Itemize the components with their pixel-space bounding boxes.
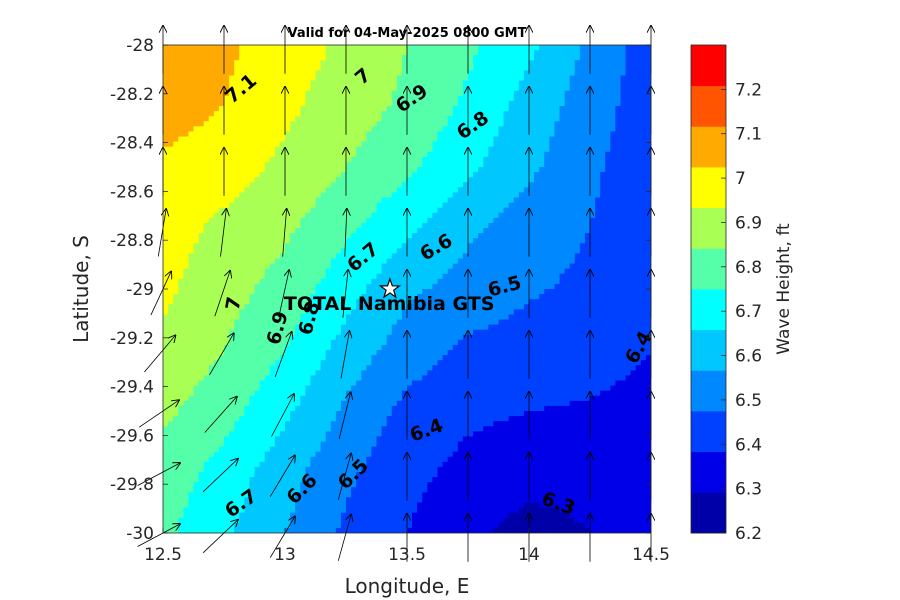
station-star-icon — [378, 277, 402, 299]
x-tick-label: 13 — [274, 545, 296, 565]
station-label: TOTAL Namibia GTS — [284, 293, 495, 315]
colorbar-tick-label: 7 — [735, 169, 746, 189]
plot-area: 7.1 76.96.86.7 6.66.56.476.9 6.86.46.7 6.6 6.… — [137, 26, 657, 562]
wave-arrow — [214, 271, 230, 317]
colorbar-swatch — [691, 45, 726, 87]
wave-arrow — [137, 524, 180, 547]
wave-arrow — [340, 331, 349, 379]
colorbar: 6.2 6.3 6.4 6.5 6.6 6.7 6.8 6.9 7 7.1 7.2 — [690, 44, 762, 544]
y-tick-label: -28 — [126, 36, 154, 56]
wave-arrow — [342, 270, 348, 318]
wave-arrow — [278, 270, 289, 318]
contour-fill — [163, 45, 651, 533]
colorbar-label: Wave Height, ft — [774, 223, 794, 355]
colorbar-tick-label: 7.1 — [735, 125, 762, 145]
wave-arrow — [209, 333, 234, 376]
wave-arrow — [204, 397, 237, 433]
wave-arrow — [150, 272, 171, 316]
y-tick-label: -28.6 — [110, 182, 154, 202]
y-tick-label: -29.8 — [110, 475, 154, 495]
wave-arrow — [337, 515, 351, 561]
colorbar-swatch — [691, 207, 726, 249]
wave-arrow — [269, 517, 295, 558]
colorbar-tick-label: 6.9 — [735, 214, 762, 234]
colorbar-tick-label: 6.7 — [735, 302, 762, 322]
colorbar-swatch — [691, 329, 726, 371]
colorbar-tick-label: 6.8 — [735, 258, 762, 278]
wave-arrow — [345, 209, 347, 257]
colorbar-tick-label: 6.5 — [735, 391, 762, 411]
colorbar-swatch — [691, 167, 726, 209]
x-tick-label: 14 — [518, 545, 540, 565]
colorbar-swatch — [691, 370, 726, 412]
colorbar-tick-label: 6.6 — [735, 347, 762, 367]
wave-arrow — [337, 454, 351, 500]
y-tick-label: -29.6 — [110, 426, 154, 446]
colorbar-swatch — [691, 85, 726, 127]
colorbar-swatch — [691, 411, 726, 453]
wave-arrow — [220, 209, 227, 257]
y-tick-label: -29.2 — [110, 329, 154, 349]
colorbar-tick-label: 6.4 — [735, 435, 762, 455]
wave-arrow — [338, 392, 351, 440]
wave-arrow — [137, 463, 180, 486]
colorbar-tick-label: 6.3 — [735, 480, 762, 500]
wave-arrow — [283, 209, 287, 257]
x-tick-label: 14.5 — [632, 545, 670, 565]
wave-arrow — [271, 394, 295, 437]
colorbar-swatch — [691, 492, 726, 534]
x-axis-label: Longitude, E — [345, 574, 470, 598]
y-tick-label: -28.2 — [110, 85, 154, 105]
wave-arrow — [157, 209, 166, 257]
wave-arrow — [202, 459, 238, 493]
colorbar-frame — [690, 44, 727, 534]
wave-arrow — [274, 332, 292, 378]
colorbar-swatch — [691, 248, 726, 290]
wave-arrow — [202, 520, 238, 554]
x-tick-label: 13.5 — [388, 545, 426, 565]
y-tick-label: -29 — [126, 280, 154, 300]
wave-arrow — [138, 400, 179, 428]
colorbar-tick-label: 7.2 — [735, 80, 762, 100]
y-tick-label: -28.8 — [110, 231, 154, 251]
wave-arrow — [144, 335, 175, 373]
colorbar-swatch — [691, 289, 726, 331]
y-tick-label: -29.4 — [110, 378, 154, 398]
y-axis-label: Latitude, S — [69, 235, 93, 343]
y-tick-label: -30 — [126, 524, 154, 544]
colorbar-tick-label: 6.2 — [735, 524, 762, 544]
x-tick-label: 12.5 — [144, 545, 182, 565]
colorbar-swatch — [691, 451, 726, 493]
wave-arrow — [269, 456, 295, 497]
contour-label: 7 — [222, 295, 246, 312]
colorbar-swatch — [691, 126, 726, 168]
axes: 12.5 13 13.5 14 14.5 -28 -28.2 -28.4 -28.6 -28.8 -… — [110, 36, 670, 565]
y-tick-label: -28.4 — [110, 134, 154, 154]
